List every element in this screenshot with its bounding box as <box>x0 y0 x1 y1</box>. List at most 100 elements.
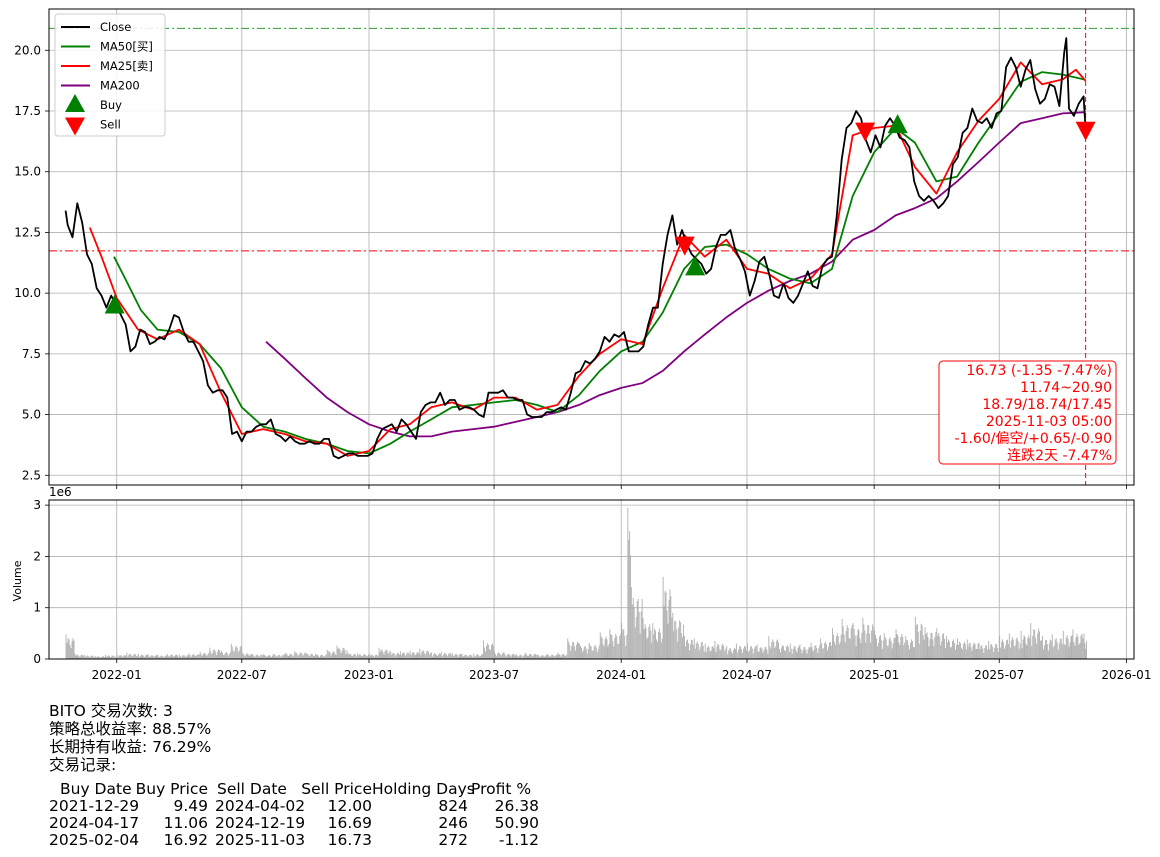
volume-bar <box>309 656 311 659</box>
volume-bar <box>768 635 770 659</box>
volume-bar <box>588 642 590 659</box>
volume-bar <box>695 643 697 659</box>
volume-bar <box>75 655 77 659</box>
volume-bar <box>950 647 951 659</box>
volume-bar <box>79 657 81 659</box>
volume-bar <box>428 651 430 659</box>
volume-bar <box>528 655 529 659</box>
volume-bar <box>740 646 741 659</box>
volume-bar <box>785 646 787 659</box>
volume-bar <box>270 656 271 659</box>
volume-bar <box>143 655 144 659</box>
volume-bar <box>724 651 726 659</box>
volume-bar <box>889 637 891 659</box>
volume-offset-label: 1e6 <box>49 485 72 499</box>
volume-bar <box>524 654 526 659</box>
volume-bar <box>164 656 166 659</box>
volume-bar <box>1046 644 1048 659</box>
volume-bar <box>637 599 639 659</box>
volume-bar <box>682 637 683 659</box>
trade-cell: Sell Date <box>217 780 287 798</box>
volume-bar <box>945 648 946 659</box>
volume-bar <box>919 630 921 659</box>
volume-bar <box>875 635 876 659</box>
volume-bar <box>211 654 213 659</box>
volume-bar <box>593 646 595 659</box>
volume-bar <box>663 605 665 659</box>
volume-bar <box>301 653 303 659</box>
volume-bar <box>1025 643 1027 659</box>
volume-bar <box>1000 647 1002 659</box>
volume-bar <box>748 650 750 659</box>
volume-bar <box>630 555 631 659</box>
volume-bar <box>468 655 470 659</box>
volume-bar <box>996 644 998 659</box>
volume-bar <box>499 654 501 659</box>
volume-bar <box>67 638 69 659</box>
volume-bar <box>469 654 471 659</box>
volume-bar <box>604 639 606 659</box>
volume-bar <box>716 646 718 659</box>
volume-bar <box>800 648 802 659</box>
volume-bar <box>1028 635 1030 659</box>
annotation-line: 16.73 (-1.35 -7.47%) <box>966 363 1112 379</box>
volume-bar <box>776 640 778 659</box>
volume-bar <box>1052 647 1054 659</box>
volume-bar <box>76 654 78 659</box>
volume-bar <box>887 645 889 659</box>
volume-bar <box>598 645 600 659</box>
volume-bar <box>918 643 920 659</box>
volume-bar <box>405 654 407 659</box>
strategy-summary: BITO 交易次数: 3 策略总收益率: 88.57% 长期持有收益: 76.2… <box>49 702 211 774</box>
volume-bar <box>970 647 972 659</box>
volume-plot-area <box>49 500 1134 659</box>
volume-bar <box>736 652 738 659</box>
volume-bar <box>897 635 899 659</box>
volume-bar <box>430 653 432 659</box>
volume-bar <box>643 629 645 659</box>
volume-bar <box>456 654 458 659</box>
volume-bar <box>848 638 850 659</box>
volume-bar <box>462 656 464 659</box>
volume-bar <box>760 646 762 659</box>
volume-bar <box>117 657 119 659</box>
volume-x-tick-label: 2022-07 <box>217 668 267 682</box>
volume-bar <box>812 651 814 659</box>
volume-bar <box>194 655 196 659</box>
volume-bar <box>271 655 273 659</box>
volume-bar <box>1046 639 1047 659</box>
volume-bar <box>872 624 874 659</box>
volume-y-axis-label: Volume <box>11 560 24 601</box>
volume-bar <box>1008 633 1010 659</box>
legend-label: MA200 <box>100 79 140 93</box>
volume-bar <box>686 640 687 659</box>
volume-bar <box>478 654 480 659</box>
volume-bar <box>107 655 109 659</box>
volume-bar <box>994 647 996 659</box>
volume-bar <box>759 648 761 659</box>
volume-bar <box>714 641 716 659</box>
volume-bar <box>1059 638 1061 659</box>
strategy-return-line: 策略总收益率: 88.57% <box>49 720 212 738</box>
volume-bar <box>766 649 768 659</box>
annotation-line: 2025-11-03 05:00 <box>986 414 1112 430</box>
volume-bar <box>383 654 385 659</box>
volume-bar <box>860 642 862 659</box>
volume-bar <box>510 656 512 659</box>
volume-bar <box>735 643 737 659</box>
volume-bar <box>398 653 399 659</box>
volume-bar <box>632 598 634 659</box>
volume-bar <box>992 646 994 659</box>
volume-bar <box>931 632 933 659</box>
volume-bar <box>698 650 700 659</box>
volume-bar <box>774 647 776 659</box>
volume-bar <box>784 650 785 659</box>
volume-bar <box>820 638 822 659</box>
volume-bar <box>697 644 699 659</box>
volume-bar <box>842 626 844 659</box>
volume-bar <box>639 633 641 659</box>
volume-bar <box>77 654 79 659</box>
volume-bar <box>787 647 789 659</box>
volume-bar <box>228 654 230 659</box>
volume-bar <box>346 650 348 659</box>
